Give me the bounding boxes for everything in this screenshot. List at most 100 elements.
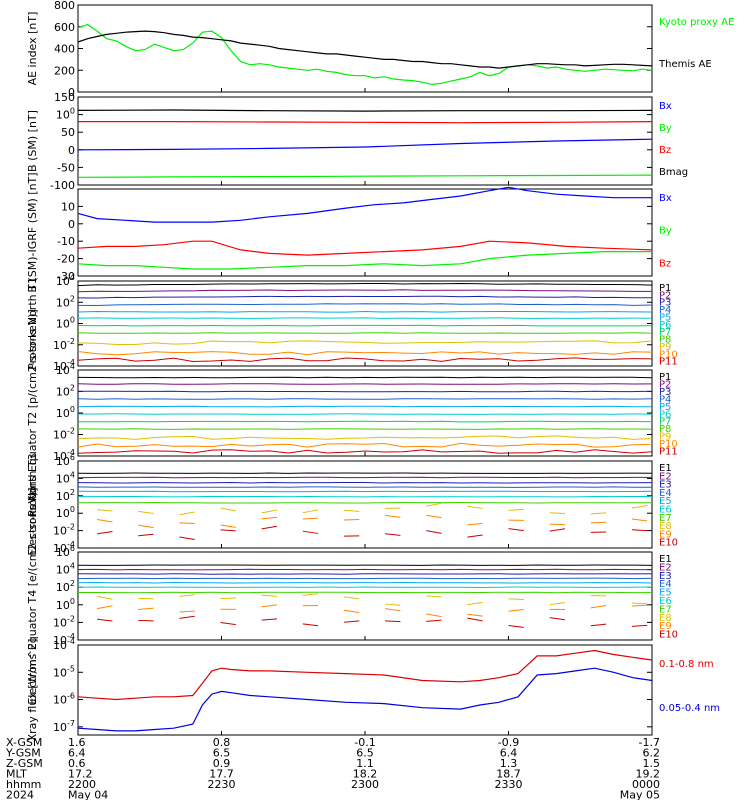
legend-entry: P4 [659,394,671,405]
flux-channel-line [77,486,652,488]
flux-channel-line [77,581,653,584]
flux-channel-line [508,598,524,600]
flux-channel-line [78,495,652,498]
flux-channel-line [631,518,648,522]
flux-channel-line [179,511,195,516]
flux-channel-line [77,351,653,356]
flux-channel-line [467,601,483,606]
x-tick-label: 2300 [351,778,379,791]
x-tick-label: 17.7 [209,768,234,781]
legend-entry: P11 [659,357,678,368]
y-tick-label: 106 [56,453,75,468]
plot-frame [77,369,653,457]
ephemeris-row-label: Y-GSM [5,747,41,760]
flux-channel-line [590,623,607,627]
y-tick-label: 10-4 [53,358,75,373]
legend-entry: Bz [659,145,671,156]
legend-entry: Bx [659,193,672,204]
legend-entry: E9 [659,621,672,632]
flux-channel-line [631,624,648,627]
flux-channel-line [261,516,278,520]
legend-entry: Bmag [659,167,688,178]
x-tick-label: 1.3 [500,757,518,770]
flux-channel-line [631,604,648,607]
legend-entry: P8 [659,424,671,435]
y-tick-label: 600 [54,21,75,34]
legend-entry: 0.1-0.8 nm [659,659,714,670]
y-tick-label: 0 [68,86,75,99]
legend-entry: P1 [659,283,671,294]
legend-entry: E3 [659,480,672,491]
flux-channel-line [261,509,278,514]
flux-channel-line [261,604,278,608]
flux-channel-line [426,619,442,622]
flux-channel-line [385,603,401,606]
y-tick-label: 104 [56,562,75,577]
flux-channel-line [97,531,113,535]
flux-channel-line [77,310,653,313]
y-tick-label: 10-6 [53,692,75,707]
y-tick-label: 10-4 [53,632,75,647]
series-line-bz [78,120,653,124]
panel-8: 10-7 10-6 10-5 10-4 Xray flux [W/m^2] 0.1-0.8… [26,637,720,741]
plot-frame [77,460,653,549]
y-tick-label: -30 [57,270,75,283]
flux-channel-line [385,514,401,518]
flux-channel-line [549,601,566,606]
legend-entry: E7 [659,604,672,615]
legend-entry: E10 [659,538,678,549]
legend-entry: P3 [659,298,671,309]
x-tick-label: 0.8 [213,736,231,749]
series-line-themis-ae [77,30,653,69]
series-line-kyoto-proxy-ae [77,23,653,86]
legend-entry: By [659,226,672,237]
legend-entry: E2 [659,471,672,482]
legend-entry: Themis AE [658,59,712,70]
legend-entry: E1 [659,554,672,565]
y-axis-label: Protons Equator T2 [p/(cm2-s-sr-keV)] [26,309,39,517]
flux-channel-line [467,522,483,526]
flux-channel-line [77,577,653,580]
legend-entry: P8 [659,335,671,346]
flux-channel-line [590,604,607,609]
y-tick-label: 400 [54,43,75,56]
panel-7: 10-4 10-2 100 102 104 106 Electrons Equator T4… [26,487,678,704]
flux-channel-line [77,289,652,293]
legend-entry: P1 [659,372,671,383]
legend-entry: P2 [659,290,671,301]
x-tick-label: 1.6 [68,736,86,749]
flux-channel-line [631,529,648,532]
flux-channel-line [179,610,195,613]
plot-frame [77,644,653,736]
flux-channel-line [385,507,401,510]
y-tick-label: -20 [57,253,75,266]
flux-channel-line [138,510,154,515]
x-tick-label: -0.1 [354,736,375,749]
flux-channel-line [302,509,319,514]
legend-entry: E1 [659,463,672,474]
y-tick-label: -50 [57,161,75,174]
flux-channel-line [385,608,401,612]
ephemeris-row-label: MLT [6,768,27,781]
y-tick-label: 100 [56,405,75,420]
flux-channel-line [97,618,113,622]
flux-channel-line [508,624,524,628]
legend-entry: E3 [659,571,672,582]
flux-channel-line [97,509,113,512]
flux-channel-line [77,442,653,448]
series-line-bx [77,186,652,223]
flux-channel-line [77,332,653,334]
flux-channel-line [78,413,653,415]
legend-entry: P6 [659,320,671,331]
flux-channel-line [77,324,653,327]
panel-1: 0 200 400 600 800 AE index [nT] Kyoto proxy AE… [26,0,734,99]
flux-channel-line [426,530,442,534]
flux-channel-line [179,536,195,541]
y-tick-label: 800 [54,0,75,12]
flux-channel-line [77,573,653,575]
y-tick-label: 10-2 [53,337,75,352]
legend-entry: E8 [659,521,672,532]
flux-channel-line [77,428,653,430]
legend-entry: Bx [659,101,672,112]
legend-entry: E5 [659,496,672,507]
